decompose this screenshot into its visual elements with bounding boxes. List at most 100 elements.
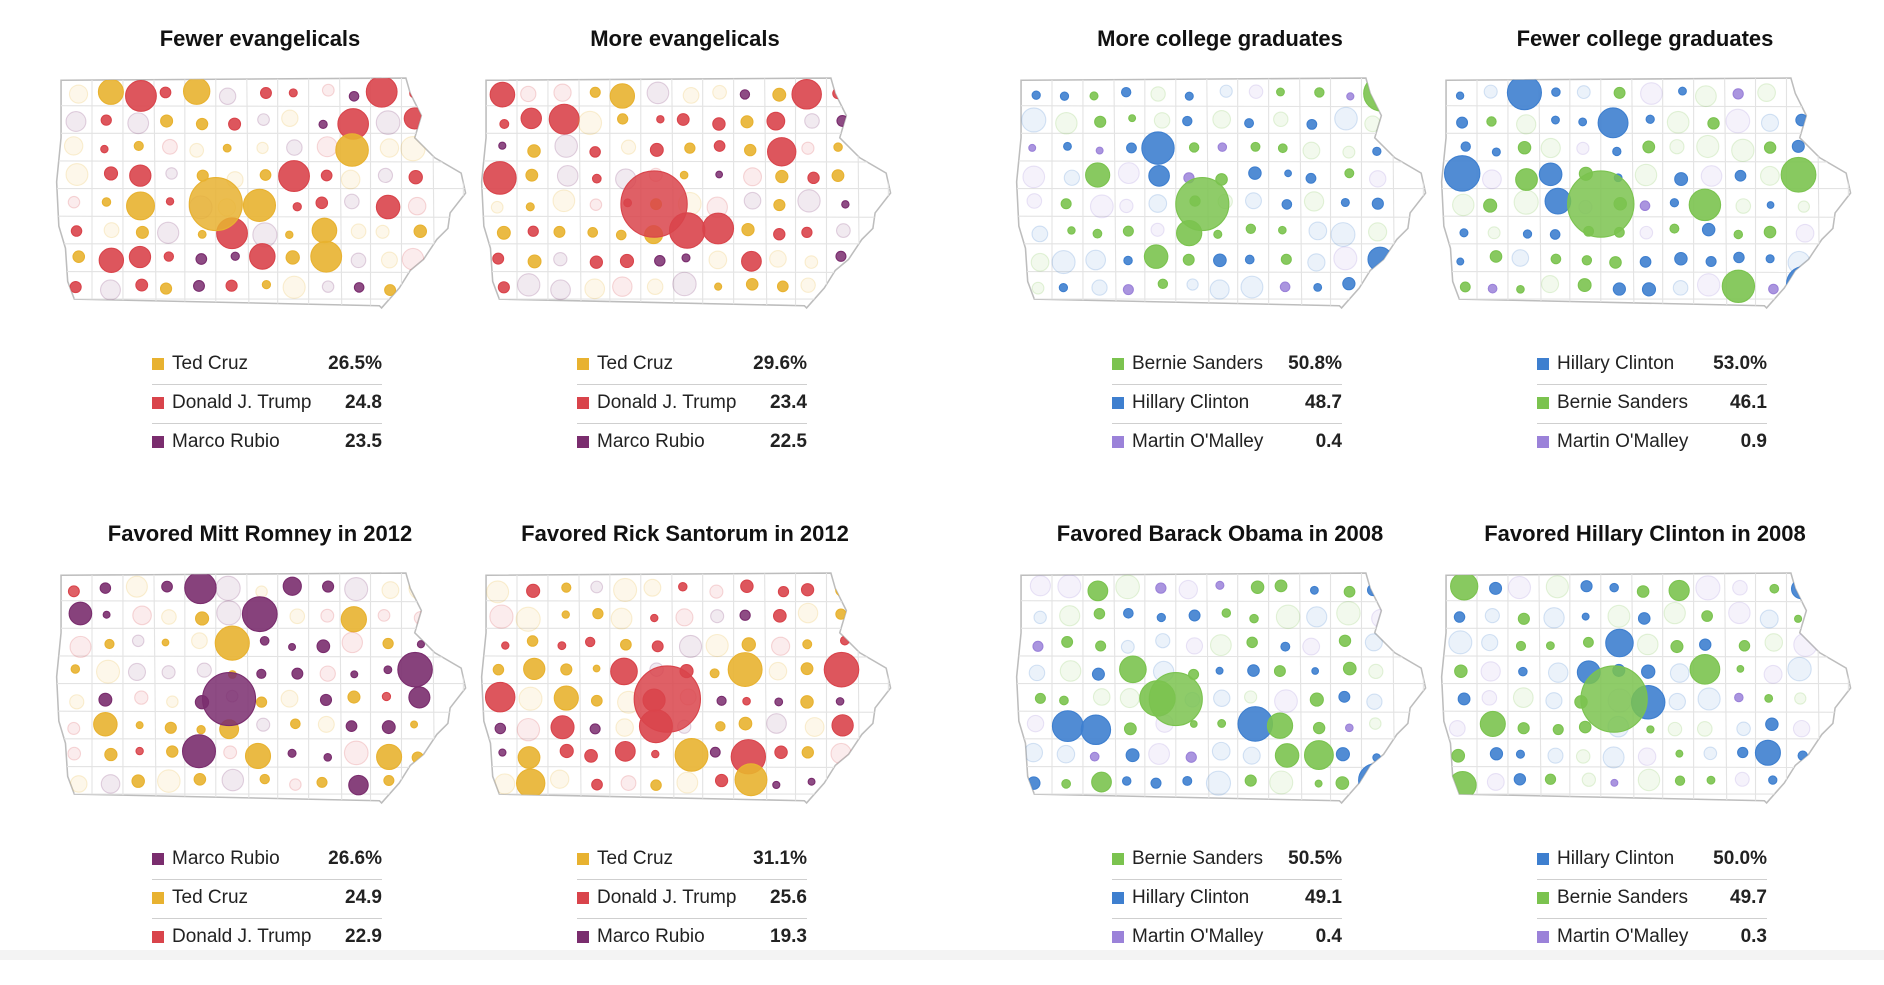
county-bubble [69, 635, 92, 658]
legend-row: Hillary Clinton 48.7 [1112, 385, 1342, 424]
county-bubble [1636, 585, 1650, 598]
map-panel-favored-clinton-2008: Favored Hillary Clinton in 2008 Hillary C… [1435, 495, 1855, 985]
county-bubble [1243, 690, 1258, 704]
county-bubble [800, 277, 816, 293]
county-bubble [734, 763, 768, 797]
county-bubbles [63, 78, 428, 301]
county-bubble [831, 169, 845, 183]
county-bubble [1456, 116, 1469, 129]
county-bubble [1786, 265, 1823, 302]
candidate-name: Hillary Clinton [1557, 848, 1675, 869]
county-bubble [1089, 194, 1114, 219]
county-bubble [1489, 747, 1504, 761]
county-bubble [223, 745, 238, 760]
county-bubble [1021, 107, 1047, 133]
county-bubble [1304, 740, 1334, 771]
county-bubble [1766, 201, 1775, 209]
county-bubble [321, 83, 335, 97]
county-bubble [65, 110, 87, 132]
county-bubble [774, 697, 784, 707]
county-bubble [1734, 692, 1744, 703]
county-bubble [196, 725, 206, 735]
county-bubble [166, 695, 179, 709]
county-bubble [1567, 170, 1635, 238]
county-bubble [681, 253, 691, 263]
county-bubble [650, 779, 662, 791]
county-bubble [1244, 774, 1257, 787]
county-bubble [1026, 714, 1045, 733]
county-bubble [715, 721, 726, 732]
county-bubble [260, 87, 272, 99]
county-bubble [516, 768, 546, 798]
county-bubble [1759, 165, 1780, 186]
county-bubble [1768, 283, 1779, 295]
county-bubble [1517, 722, 1530, 735]
county-bubble [1674, 775, 1686, 786]
county-bubble [1248, 166, 1262, 180]
county-bubble [1250, 141, 1261, 152]
county-bubble [1645, 114, 1655, 124]
county-bubble [411, 777, 420, 787]
county-bubble [584, 749, 598, 763]
county-bubble [292, 202, 302, 212]
county-bubble [1273, 111, 1289, 128]
county-bubble [553, 685, 579, 711]
county-bubble [713, 140, 726, 152]
county-bubble [1515, 749, 1525, 759]
county-bubble [1731, 138, 1755, 163]
county-bubble [1489, 250, 1503, 263]
county-bubble [1543, 607, 1565, 629]
county-bubble [241, 596, 278, 633]
county-bubble [1335, 747, 1350, 762]
county-bubble [1302, 141, 1321, 160]
county-bubble [1768, 775, 1778, 785]
county-bubble [775, 169, 789, 184]
county-bubble [1765, 254, 1775, 264]
legend-row: Ted Cruz 31.1% [577, 841, 807, 880]
county-bubble [1092, 688, 1111, 706]
county-bubble [527, 144, 541, 158]
county-bubble [483, 161, 517, 195]
county-bubble [561, 610, 570, 619]
legend-swatch [1112, 397, 1124, 409]
county-bubble [379, 138, 400, 158]
county-bubble [1055, 111, 1078, 135]
county-bubble [201, 671, 257, 727]
county-bubble [255, 696, 268, 708]
county-bubble [801, 746, 814, 759]
county-bubble [1694, 85, 1717, 108]
legend-row: Marco Rubio 23.5 [152, 424, 382, 462]
page-footer-band [0, 950, 1884, 960]
county-bubble [134, 690, 149, 705]
county-bubble [1793, 780, 1803, 790]
county-bubble [1182, 253, 1195, 266]
iowa-county-map [1015, 77, 1427, 310]
county-bubble [709, 668, 720, 679]
county-bubble [516, 717, 541, 742]
county-bubble [1367, 246, 1393, 272]
county-bubble [72, 250, 86, 263]
county-bubble [1481, 169, 1502, 190]
county-bubble [166, 745, 179, 758]
county-bubble [1278, 225, 1287, 235]
county-bubble [1148, 194, 1168, 213]
iowa-county-map [1440, 77, 1852, 310]
county-bubble [1610, 778, 1619, 787]
map-panel-more-evangelicals: More evangelicals Ted Cruz 29.6% Donald J. … [475, 0, 895, 490]
county-bubble [1689, 653, 1721, 685]
county-bubble [381, 720, 396, 735]
candidate-name: Marco Rubio [597, 926, 705, 947]
county-bubble [69, 694, 85, 710]
county-bubble [1338, 690, 1351, 703]
map-panel-fewer-evangelicals: Fewer evangelicals Ted Cruz 26.5% Donald J.… [50, 0, 470, 490]
legend-swatch [1537, 853, 1549, 865]
county-bubble [156, 221, 180, 244]
candidate-percentage: 26.5% [328, 353, 382, 374]
county-bubble [841, 200, 850, 209]
county-bubble [709, 584, 724, 599]
county-bubble [1733, 251, 1745, 264]
county-bubble [222, 143, 232, 153]
county-bubble [1067, 226, 1076, 235]
map-panel-favored-obama-2008: Favored Barack Obama in 2008 Bernie Sande… [1010, 495, 1430, 985]
county-bubble [1363, 78, 1400, 112]
